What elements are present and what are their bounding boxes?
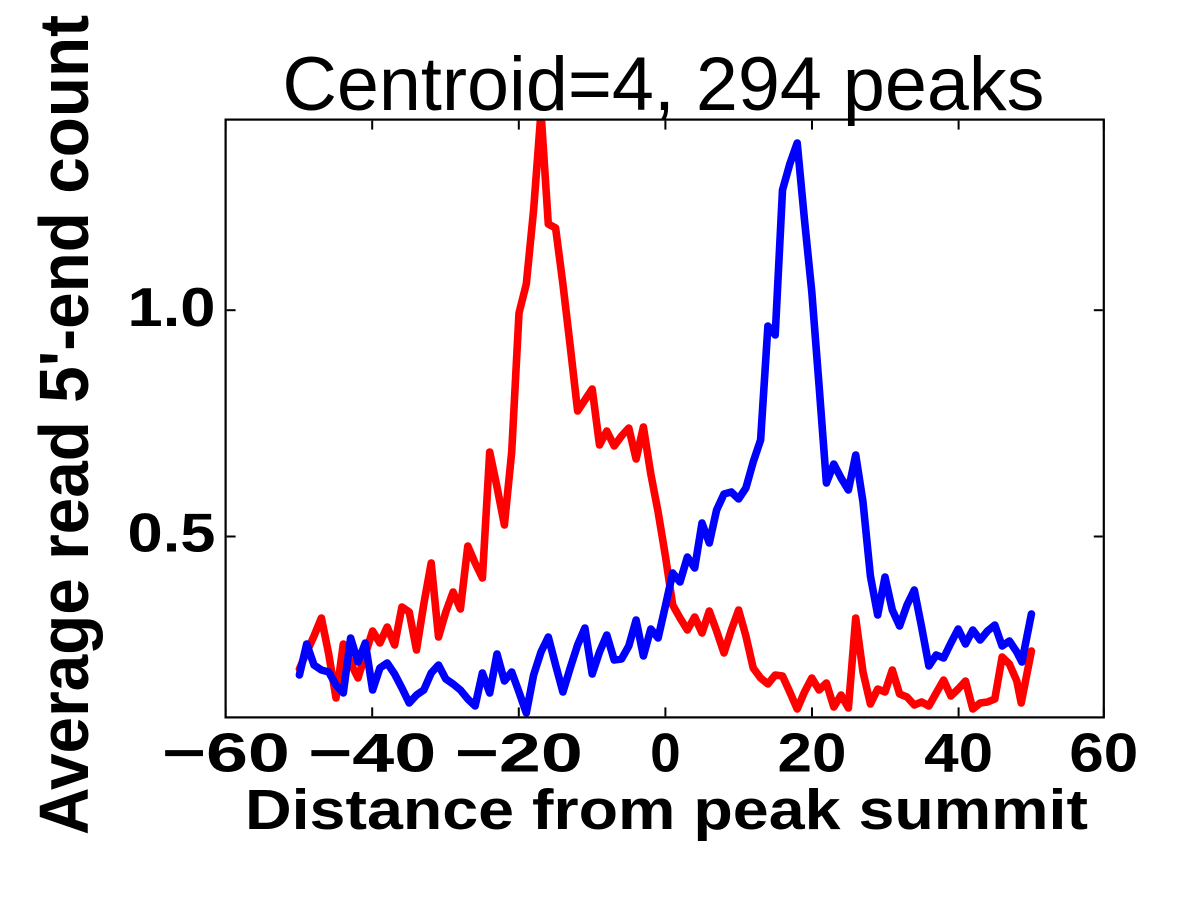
svg-text:−60: −60	[162, 722, 290, 784]
svg-text:−40: −40	[308, 722, 436, 784]
svg-text:Distance from peak summit: Distance from peak summit	[245, 778, 1088, 842]
svg-text:20: 20	[778, 722, 847, 784]
svg-text:60: 60	[1069, 722, 1138, 784]
svg-text:1.0: 1.0	[128, 276, 216, 338]
svg-text:40: 40	[924, 722, 993, 784]
svg-text:0: 0	[650, 722, 681, 784]
svg-text:−20: −20	[455, 722, 583, 784]
svg-text:Centroid=4, 294 peaks: Centroid=4, 294 peaks	[282, 42, 1044, 127]
svg-text:Average read 5'-end count: Average read 5'-end count	[25, 15, 103, 835]
svg-text:0.5: 0.5	[128, 502, 216, 564]
